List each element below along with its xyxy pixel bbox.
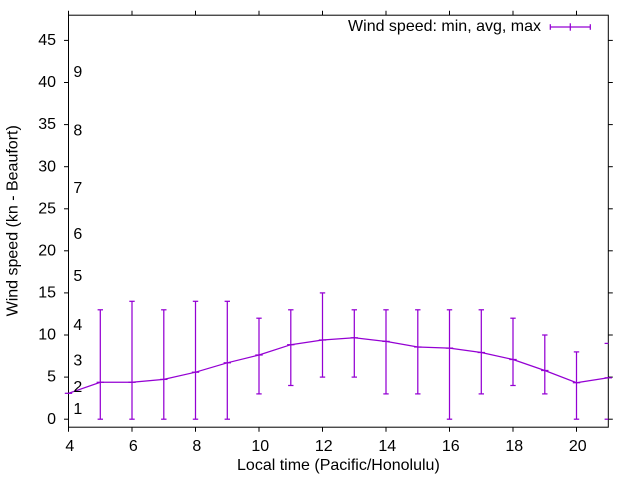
svg-text:7: 7 <box>73 180 82 197</box>
svg-text:6: 6 <box>73 226 82 243</box>
svg-text:15: 15 <box>38 285 56 302</box>
svg-text:10: 10 <box>251 438 269 455</box>
svg-text:18: 18 <box>505 438 523 455</box>
svg-text:10: 10 <box>38 327 56 344</box>
svg-text:20: 20 <box>38 242 56 259</box>
svg-text:9: 9 <box>73 64 82 81</box>
svg-text:45: 45 <box>38 32 56 49</box>
svg-text:5: 5 <box>47 369 56 386</box>
svg-text:8: 8 <box>73 122 82 139</box>
svg-text:4: 4 <box>65 438 74 455</box>
svg-text:2: 2 <box>73 379 82 396</box>
svg-text:8: 8 <box>192 438 201 455</box>
svg-text:16: 16 <box>442 438 460 455</box>
svg-text:4: 4 <box>73 317 82 334</box>
svg-text:14: 14 <box>378 438 396 455</box>
svg-text:Wind speed (kn - Beaufort): Wind speed (kn - Beaufort) <box>5 125 22 316</box>
svg-text:Local time (Pacific/Honolulu): Local time (Pacific/Honolulu) <box>237 457 440 474</box>
svg-text:0: 0 <box>47 411 56 428</box>
svg-text:Wind speed: min, avg, max: Wind speed: min, avg, max <box>348 18 541 35</box>
svg-text:30: 30 <box>38 158 56 175</box>
svg-text:6: 6 <box>129 438 138 455</box>
svg-text:1: 1 <box>73 401 82 418</box>
svg-text:3: 3 <box>73 352 82 369</box>
svg-text:35: 35 <box>38 116 56 133</box>
svg-text:5: 5 <box>73 268 82 285</box>
svg-text:12: 12 <box>315 438 333 455</box>
svg-text:20: 20 <box>569 438 587 455</box>
svg-text:40: 40 <box>38 74 56 91</box>
svg-text:25: 25 <box>38 200 56 217</box>
